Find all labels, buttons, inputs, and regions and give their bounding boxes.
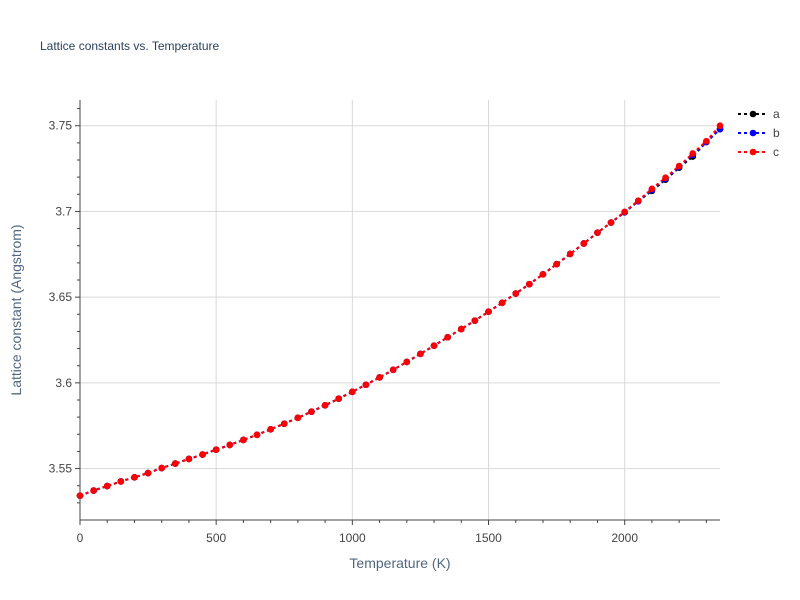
data-point-c [335,395,343,402]
data-point-c [526,280,533,288]
data-point-c [362,381,370,389]
series-c [76,122,724,499]
data-point-c [376,374,383,381]
y-tick-label: 3.7 [55,204,72,218]
axes: 0 500 1000 1500 2000 3.55 3.6 3.65 3.7 3.75 [49,100,720,545]
data-point-c [212,446,220,454]
data-point-c [144,469,152,477]
legend-item-a[interactable]: a [738,107,780,121]
data-point-c [430,342,438,349]
y-axis-label: Lattice constant (Angstrom) [8,224,24,395]
data-point-c [444,333,451,341]
data-point-c [267,426,274,433]
series-a [76,125,724,499]
series-line-c [79,125,721,497]
grid-lines [80,100,720,520]
data-point-c [675,162,683,170]
data-point-c [240,436,247,444]
data-point-c [634,197,642,204]
y-tick-label: 3.55 [49,462,73,476]
legend-marker-b [749,129,757,137]
data-point-c [117,478,125,485]
data-point-c [594,229,601,236]
data-point-c [703,137,710,145]
data-point-c [689,150,697,157]
data-point-c [607,219,615,226]
legend-label-a: a [773,107,780,121]
data-point-c [621,208,628,216]
data-point-c [321,402,329,409]
x-axis-label: Temperature (K) [349,555,450,571]
legend-label-c: c [773,145,779,159]
data-point-c [580,240,588,247]
data-point-c [349,388,356,396]
legend-item-b[interactable]: b [738,126,780,140]
y-tick-label: 3.65 [49,290,73,304]
data-point-c [553,260,560,268]
data-point-c [498,299,506,307]
chart-title: Lattice constants vs. Temperature [40,39,220,53]
data-point-c [280,420,288,427]
legend[interactable]: abc [738,107,780,159]
data-point-c [294,414,302,422]
legend-marker-a [749,110,757,118]
legend-item-c[interactable]: c [738,145,779,159]
x-tick-label: 1500 [475,531,502,545]
series-line-a [79,128,721,497]
data-point-c [103,482,111,490]
x-tick-label: 0 [77,531,84,545]
data-point-c [90,487,97,494]
data-point-c [389,366,397,374]
data-point-c [172,460,179,467]
series-line-b [79,128,721,497]
data-point-c [253,431,261,439]
data-point-c [226,441,234,449]
data-point-c [417,350,424,358]
data-point-c [185,455,193,463]
data-point-c [716,122,724,130]
legend-marker-c [749,148,757,156]
x-tick-label: 2000 [611,531,638,545]
data-point-c [199,451,206,458]
data-point-c [131,474,138,481]
data-point-c [403,358,411,366]
series-group [76,122,724,499]
series-b [76,125,724,499]
data-point-c [662,174,669,181]
data-point-c [566,250,574,258]
y-tick-label: 3.75 [49,119,73,133]
legend-label-b: b [773,126,780,140]
data-point-c [457,325,465,333]
data-point-c [512,290,520,297]
y-tick-label: 3.6 [55,376,72,390]
x-tick-label: 1000 [339,531,366,545]
data-point-c [308,408,315,415]
data-point-c [648,185,656,193]
data-point-c [471,317,479,324]
data-point-c [539,271,547,278]
data-point-c [76,492,84,499]
x-tick-label: 500 [206,531,226,545]
data-point-c [485,308,492,316]
data-point-c [158,464,166,472]
